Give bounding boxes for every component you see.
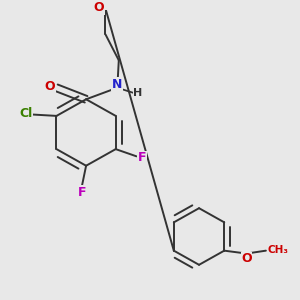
Text: F: F [77, 186, 86, 199]
Text: O: O [44, 80, 55, 93]
Text: CH₃: CH₃ [267, 245, 288, 255]
Text: Cl: Cl [19, 107, 32, 120]
Text: O: O [94, 1, 104, 14]
Text: N: N [112, 78, 122, 91]
Text: H: H [134, 88, 143, 98]
Text: O: O [241, 252, 252, 265]
Text: F: F [138, 151, 146, 164]
